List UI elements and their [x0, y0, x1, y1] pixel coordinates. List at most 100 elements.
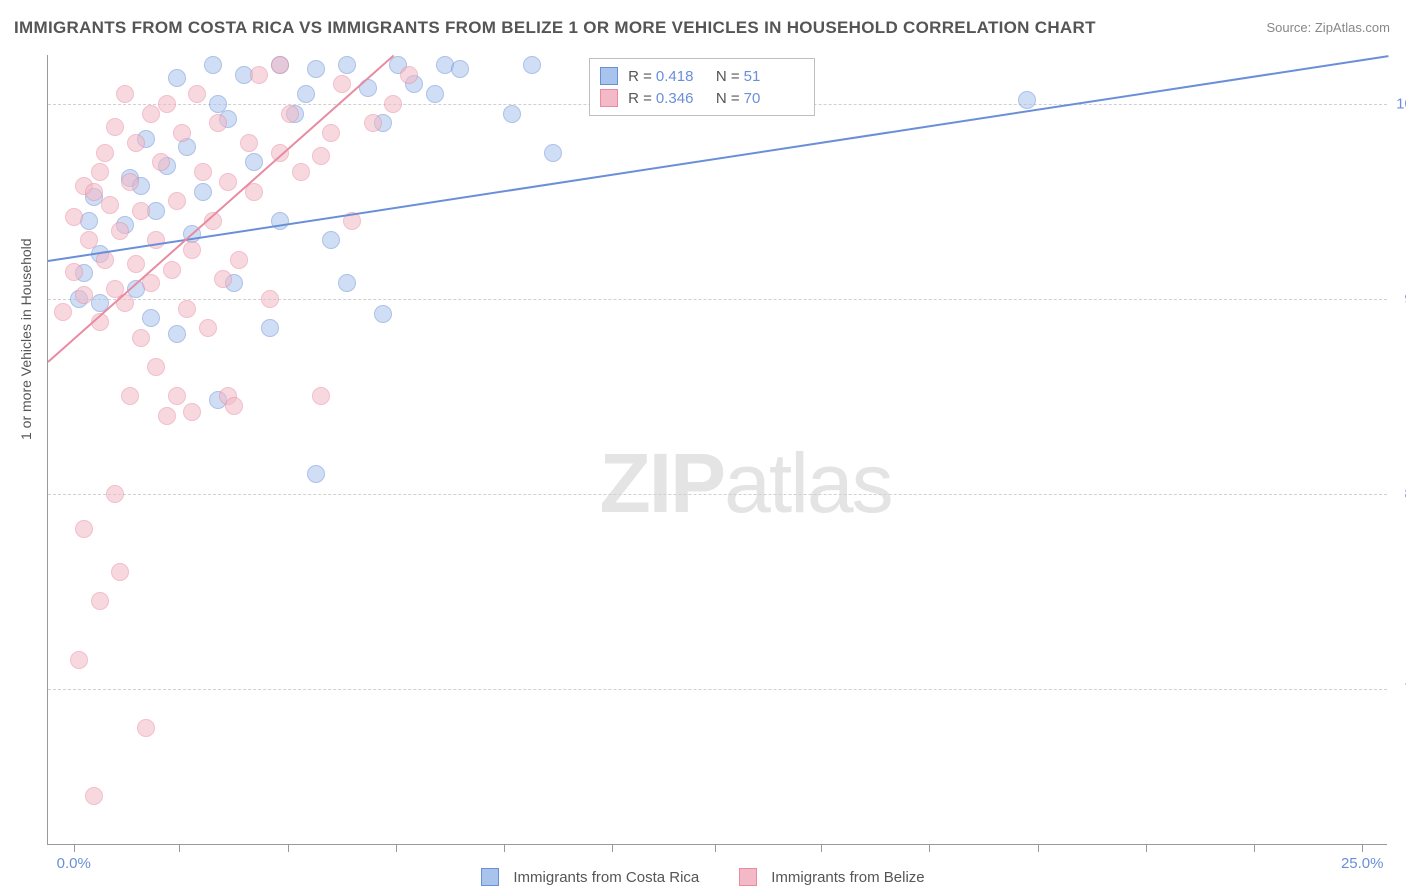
- legend-series-name: Immigrants from Belize: [771, 869, 924, 886]
- y-gridline: [48, 689, 1387, 690]
- scatter-point: [127, 255, 145, 273]
- scatter-point: [85, 183, 103, 201]
- chart-title: IMMIGRANTS FROM COSTA RICA VS IMMIGRANTS…: [14, 18, 1096, 38]
- scatter-point: [111, 563, 129, 581]
- scatter-point: [384, 95, 402, 113]
- scatter-point: [544, 144, 562, 162]
- legend-n-label: N =: [716, 68, 740, 85]
- source-credit: Source: ZipAtlas.com: [1266, 20, 1390, 35]
- legend-stats: R = 0.418N = 51R = 0.346N = 70: [589, 58, 815, 116]
- x-tick-mark: [74, 844, 75, 852]
- scatter-point: [364, 114, 382, 132]
- x-tick-mark: [1146, 844, 1147, 852]
- scatter-point: [132, 202, 150, 220]
- scatter-point: [121, 173, 139, 191]
- legend-item: Immigrants from Costa Rica: [481, 868, 699, 886]
- scatter-point: [261, 319, 279, 337]
- scatter-point: [163, 261, 181, 279]
- scatter-point: [219, 173, 237, 191]
- scatter-point: [152, 153, 170, 171]
- scatter-point: [178, 300, 196, 318]
- legend-r-value: 0.346: [656, 90, 712, 107]
- scatter-point: [137, 719, 155, 737]
- scatter-point: [214, 270, 232, 288]
- scatter-point: [85, 787, 103, 805]
- scatter-point: [111, 222, 129, 240]
- scatter-point: [307, 60, 325, 78]
- legend-r-value: 0.418: [656, 68, 712, 85]
- scatter-point: [168, 387, 186, 405]
- scatter-point: [333, 75, 351, 93]
- scatter-point: [54, 303, 72, 321]
- scatter-point: [199, 319, 217, 337]
- scatter-point: [400, 66, 418, 84]
- scatter-point: [451, 60, 469, 78]
- scatter-point: [116, 85, 134, 103]
- scatter-point: [188, 85, 206, 103]
- scatter-point: [65, 208, 83, 226]
- scatter-point: [91, 163, 109, 181]
- scatter-point: [158, 407, 176, 425]
- scatter-point: [322, 231, 340, 249]
- plot-area: ZIPatlas 70.0%80.0%90.0%100.0%0.0%25.0%R…: [47, 55, 1387, 845]
- scatter-point: [168, 192, 186, 210]
- scatter-point: [168, 325, 186, 343]
- legend-swatch: [481, 868, 499, 886]
- x-tick-mark: [612, 844, 613, 852]
- scatter-point: [147, 358, 165, 376]
- scatter-point: [426, 85, 444, 103]
- scatter-point: [292, 163, 310, 181]
- scatter-point: [168, 69, 186, 87]
- legend-r-label: R =: [628, 68, 652, 85]
- y-tick-label: 100.0%: [1396, 95, 1406, 112]
- scatter-point: [194, 183, 212, 201]
- scatter-point: [65, 263, 83, 281]
- legend-n-value: 70: [744, 90, 800, 107]
- scatter-point: [338, 274, 356, 292]
- legend-n-label: N =: [716, 90, 740, 107]
- scatter-point: [209, 114, 227, 132]
- scatter-point: [101, 196, 119, 214]
- x-tick-mark: [715, 844, 716, 852]
- legend-stats-row: R = 0.346N = 70: [600, 87, 800, 109]
- scatter-point: [127, 134, 145, 152]
- scatter-point: [106, 118, 124, 136]
- scatter-point: [240, 134, 258, 152]
- legend-swatch: [739, 868, 757, 886]
- x-tick-mark: [1254, 844, 1255, 852]
- watermark: ZIPatlas: [599, 435, 891, 532]
- scatter-point: [250, 66, 268, 84]
- scatter-point: [374, 305, 392, 323]
- scatter-point: [503, 105, 521, 123]
- legend-item: Immigrants from Belize: [739, 868, 924, 886]
- scatter-point: [147, 231, 165, 249]
- source-link[interactable]: ZipAtlas.com: [1315, 20, 1390, 35]
- source-prefix: Source:: [1266, 20, 1314, 35]
- scatter-point: [147, 202, 165, 220]
- scatter-point: [96, 144, 114, 162]
- x-tick-mark: [1038, 844, 1039, 852]
- scatter-point: [523, 56, 541, 74]
- scatter-point: [70, 651, 88, 669]
- scatter-point: [106, 485, 124, 503]
- scatter-point: [80, 231, 98, 249]
- scatter-point: [312, 147, 330, 165]
- scatter-point: [204, 56, 222, 74]
- x-tick-mark: [504, 844, 505, 852]
- scatter-point: [173, 124, 191, 142]
- scatter-point: [142, 309, 160, 327]
- y-gridline: [48, 494, 1387, 495]
- scatter-point: [271, 56, 289, 74]
- legend-bottom: Immigrants from Costa Rica Immigrants fro…: [0, 868, 1406, 886]
- legend-swatch: [600, 89, 618, 107]
- scatter-point: [230, 251, 248, 269]
- watermark-bold: ZIP: [599, 436, 724, 530]
- watermark-light: atlas: [724, 436, 891, 530]
- scatter-point: [225, 397, 243, 415]
- scatter-point: [1018, 91, 1036, 109]
- scatter-point: [194, 163, 212, 181]
- legend-stats-row: R = 0.418N = 51: [600, 65, 800, 87]
- scatter-point: [312, 387, 330, 405]
- scatter-point: [132, 329, 150, 347]
- scatter-point: [183, 403, 201, 421]
